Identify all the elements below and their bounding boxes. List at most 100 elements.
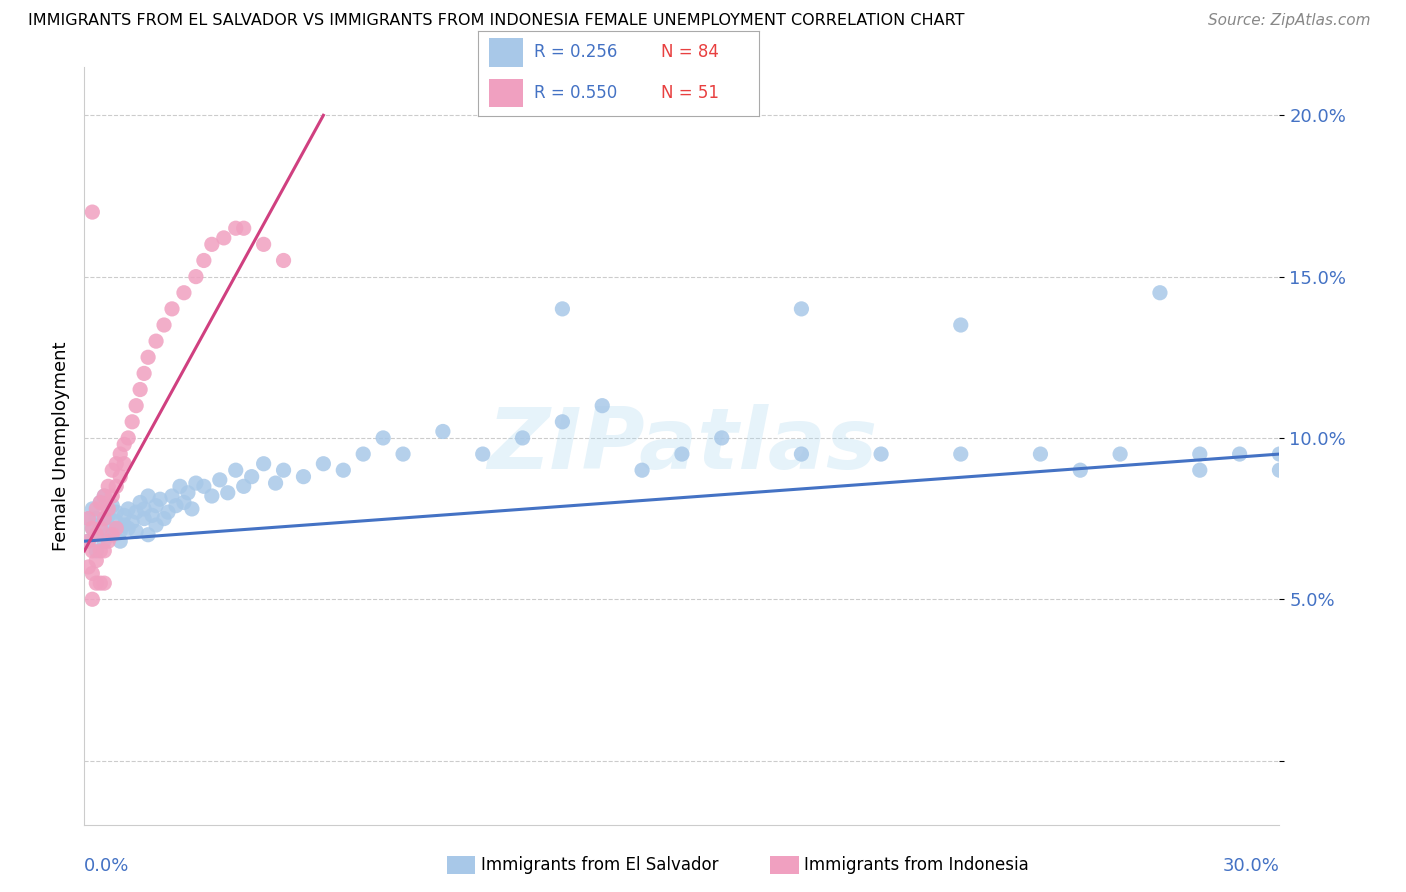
Point	[121, 515, 143, 529]
Point	[93, 489, 115, 503]
Point	[110, 447, 132, 461]
Point	[225, 463, 247, 477]
Point	[82, 502, 104, 516]
Point	[132, 511, 156, 525]
Text: R = 0.256: R = 0.256	[534, 44, 617, 62]
Point	[790, 301, 813, 316]
Point	[710, 431, 733, 445]
Point	[93, 489, 115, 503]
Point	[145, 499, 167, 513]
Point	[173, 495, 195, 509]
Point	[86, 527, 108, 541]
Point	[89, 576, 111, 591]
Point	[193, 479, 215, 493]
Point	[101, 463, 124, 477]
Point	[153, 318, 176, 332]
Point	[89, 495, 111, 509]
Point	[86, 527, 108, 541]
Point	[89, 495, 111, 509]
Point	[77, 511, 100, 525]
Point	[101, 521, 124, 535]
Point	[77, 534, 100, 549]
Point	[1149, 285, 1171, 300]
Point	[86, 511, 108, 525]
Point	[145, 518, 167, 533]
Point	[136, 351, 159, 365]
Point	[86, 576, 108, 591]
Point	[949, 447, 972, 461]
Point	[232, 479, 254, 493]
Point	[352, 447, 374, 461]
Point	[112, 437, 135, 451]
Point	[86, 502, 108, 516]
Point	[93, 544, 115, 558]
Point	[160, 301, 183, 316]
Point	[145, 334, 167, 348]
Point	[132, 502, 156, 516]
Point	[97, 479, 120, 493]
Point	[1268, 463, 1291, 477]
Point	[149, 492, 172, 507]
Text: Immigrants from El Salvador: Immigrants from El Salvador	[481, 856, 718, 874]
Point	[173, 285, 195, 300]
Text: R = 0.550: R = 0.550	[534, 84, 617, 102]
Point	[93, 534, 115, 549]
Point	[101, 527, 124, 541]
Point	[160, 489, 183, 503]
Point	[631, 463, 654, 477]
Point	[77, 511, 100, 525]
Point	[551, 415, 574, 429]
Point	[97, 534, 120, 549]
Point	[129, 495, 152, 509]
Point	[181, 502, 204, 516]
Point	[82, 521, 104, 535]
Point	[97, 502, 120, 516]
Point	[471, 447, 494, 461]
Point	[949, 318, 972, 332]
Point	[110, 469, 132, 483]
Point	[165, 499, 187, 513]
Point	[591, 399, 613, 413]
Point	[82, 566, 104, 581]
Point	[790, 447, 813, 461]
Point	[89, 521, 111, 535]
Point	[112, 457, 135, 471]
Point	[1268, 447, 1291, 461]
Point	[273, 463, 295, 477]
Point	[101, 489, 124, 503]
Point	[169, 479, 191, 493]
Point	[117, 502, 139, 516]
Point	[193, 253, 215, 268]
Point	[201, 237, 224, 252]
Point	[93, 511, 115, 525]
Point	[551, 301, 574, 316]
Point	[1029, 447, 1052, 461]
Point	[93, 576, 115, 591]
Point	[232, 221, 254, 235]
Text: N = 84: N = 84	[661, 44, 718, 62]
Point	[86, 544, 108, 558]
FancyBboxPatch shape	[489, 78, 523, 108]
Point	[110, 524, 132, 539]
Point	[82, 521, 104, 535]
Text: ZIPatlas: ZIPatlas	[486, 404, 877, 488]
Point	[105, 521, 128, 535]
Point	[373, 431, 395, 445]
Point	[112, 508, 135, 523]
Point	[129, 383, 152, 397]
Point	[77, 534, 100, 549]
Point	[82, 592, 104, 607]
Y-axis label: Female Unemployment: Female Unemployment	[52, 342, 70, 550]
Point	[157, 505, 180, 519]
Point	[89, 518, 111, 533]
Point	[1229, 447, 1251, 461]
Point	[89, 544, 111, 558]
Point	[392, 447, 415, 461]
Point	[292, 469, 315, 483]
Point	[1188, 447, 1211, 461]
Text: Source: ZipAtlas.com: Source: ZipAtlas.com	[1208, 13, 1371, 29]
Point	[125, 399, 148, 413]
Text: IMMIGRANTS FROM EL SALVADOR VS IMMIGRANTS FROM INDONESIA FEMALE UNEMPLOYMENT COR: IMMIGRANTS FROM EL SALVADOR VS IMMIGRANT…	[28, 13, 965, 29]
FancyBboxPatch shape	[489, 38, 523, 67]
Point	[105, 505, 128, 519]
